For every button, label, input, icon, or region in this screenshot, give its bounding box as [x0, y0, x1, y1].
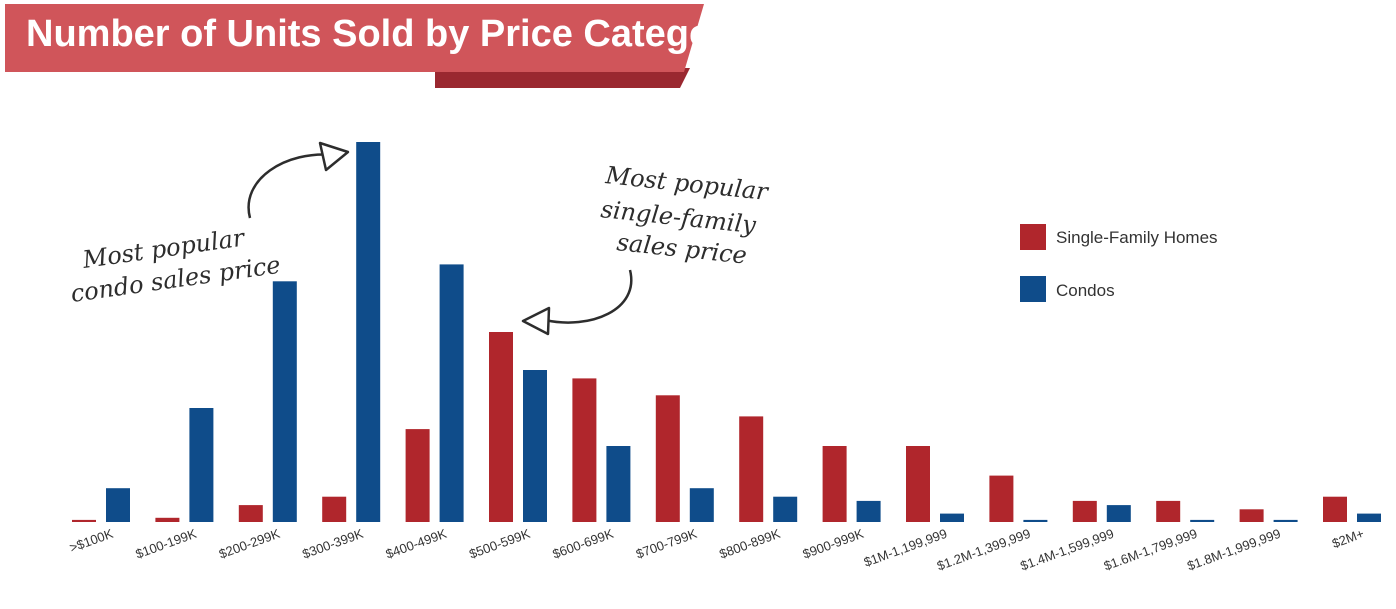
bar-single-family-900-999k: [822, 446, 847, 522]
bar-series-group: [72, 142, 1381, 522]
x-tick-label: >$100K: [67, 526, 115, 556]
bar-single-family-1-8m-1-999-999: [1239, 509, 1264, 522]
bar-single-family-100k: [72, 519, 96, 522]
x-axis-tick-labels: >$100K $100-199K $200-299K $300-399K $400-49…: [67, 526, 1366, 574]
chart-title: Number of Units Sold by Price Category: [26, 13, 748, 55]
legend: Single-Family Homes Condos: [1020, 224, 1218, 302]
bar-single-family-1-4m-1-599-999: [1072, 500, 1097, 522]
legend-swatch-condos: [1020, 276, 1046, 302]
x-tick-label: $400-499K: [384, 526, 449, 562]
bar-condos-1-6m-1-799-999: [1190, 519, 1215, 522]
bar-condos-100-199k: [189, 408, 214, 522]
bar-condos-700-799k: [689, 488, 714, 522]
bar-single-family-100-199k: [155, 517, 180, 522]
title-banner-background: [5, 4, 704, 72]
x-tick-label: $1.2M-1,399,999: [935, 526, 1032, 574]
x-tick-label: $900-999K: [801, 526, 866, 562]
annotation-condo: Most popular condo sales price: [69, 141, 350, 308]
bar-single-family-700-799k: [655, 395, 680, 522]
x-tick-label: $200-299K: [217, 526, 282, 562]
x-tick-label: $600-699K: [551, 526, 616, 562]
bar-condos-500-599k: [523, 370, 547, 522]
bar-condos-200-299k: [272, 281, 297, 522]
x-tick-label: $800-899K: [717, 526, 782, 562]
title-banner: Number of Units Sold by Price Category: [5, 4, 748, 88]
annotation-condo-arrow: [247, 153, 336, 219]
bar-condos-1-4m-1-599-999: [1106, 505, 1131, 522]
bar-condos-1m-1-199-999: [940, 513, 964, 522]
bar-single-family-1-2m-1-399-999: [989, 475, 1014, 522]
bar-single-family-800-899k: [739, 416, 764, 522]
legend-swatch-single-family: [1020, 224, 1046, 250]
bar-condos-300-399k: [356, 142, 381, 522]
x-tick-label: $100-199K: [134, 526, 199, 562]
bar-condos-600-699k: [606, 446, 631, 522]
bar-single-family-300-399k: [322, 496, 347, 522]
bar-single-family-400-499k: [405, 429, 430, 522]
bar-single-family-2m: [1323, 496, 1347, 522]
bar-condos-1-8m-1-999-999: [1273, 519, 1298, 522]
x-tick-label: $2M+: [1330, 526, 1366, 551]
x-tick-label: $700-799K: [634, 526, 699, 562]
bar-single-family-200-299k: [238, 505, 263, 522]
bar-condos-800-899k: [773, 496, 798, 522]
annotation-sf-arrowhead: [521, 306, 551, 336]
legend-label-single-family: Single-Family Homes: [1056, 228, 1218, 247]
x-tick-label: $500-599K: [467, 526, 532, 562]
bar-condos-2m: [1357, 513, 1381, 522]
bar-condos-1-2m-1-399-999: [1023, 519, 1048, 522]
annotation-sf-arrow: [544, 269, 633, 324]
x-tick-label: $1.6M-1,799,999: [1102, 526, 1199, 574]
bar-single-family-500-599k: [489, 332, 513, 522]
x-tick-label: $1.8M-1,999,999: [1185, 526, 1282, 574]
bar-single-family-600-699k: [572, 378, 597, 522]
x-tick-label: $300-399K: [300, 526, 365, 562]
bar-condos-900-999k: [856, 500, 881, 522]
legend-label-condos: Condos: [1056, 281, 1115, 300]
x-tick-label: $1.4M-1,599,999: [1018, 526, 1115, 574]
annotation-single-family: Most popular single-family sales price: [521, 161, 771, 336]
bar-single-family-1m-1-199-999: [906, 446, 930, 522]
annotation-condo-arrowhead: [318, 141, 350, 172]
bar-condos-100k: [106, 488, 130, 522]
bar-condos-400-499k: [439, 264, 464, 522]
bar-single-family-1-6m-1-799-999: [1156, 500, 1181, 522]
title-banner-shadow: [435, 68, 690, 88]
